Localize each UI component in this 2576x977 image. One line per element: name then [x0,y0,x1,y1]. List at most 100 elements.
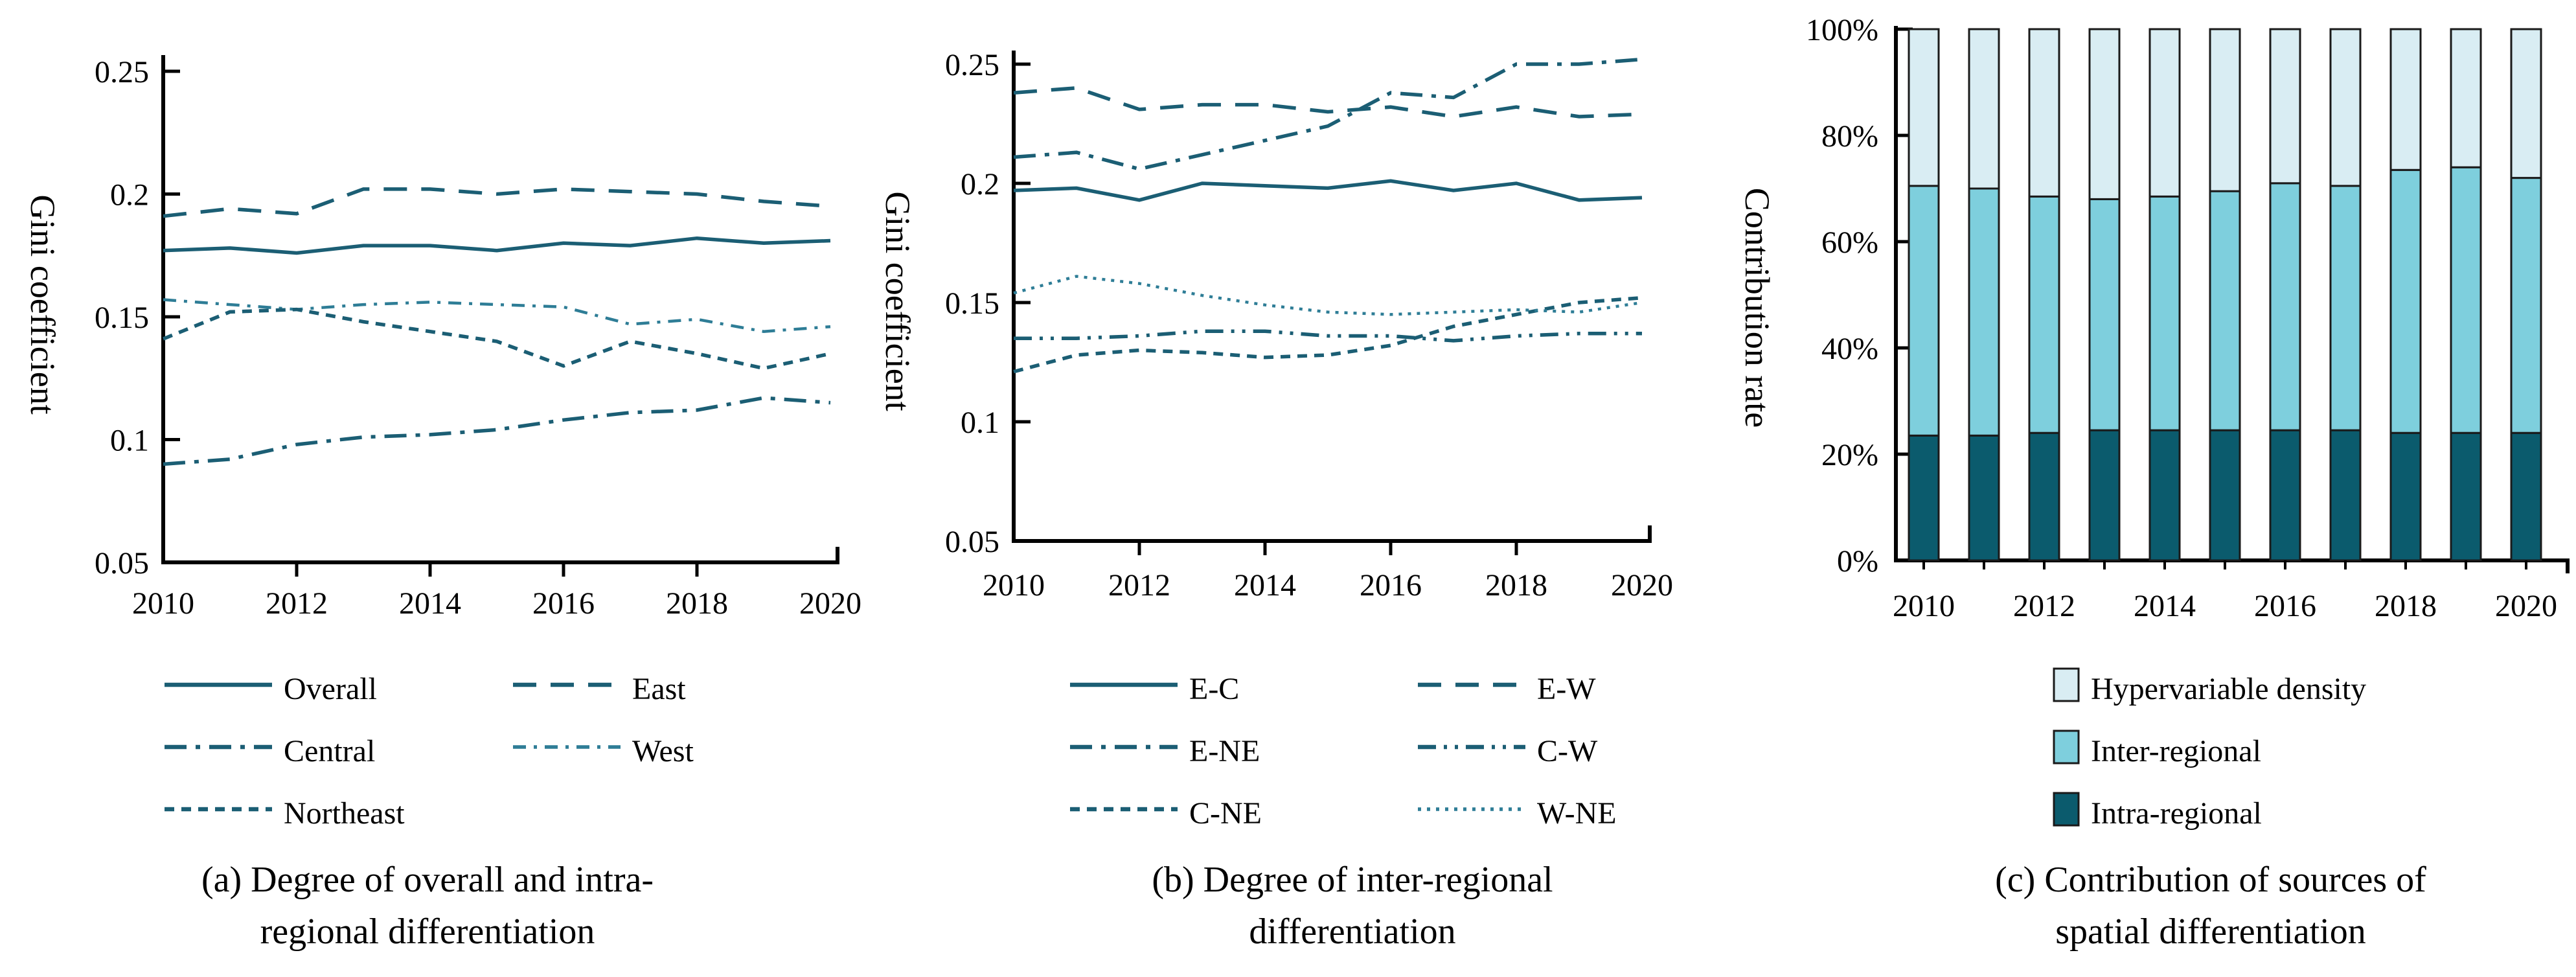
y-tick-label: 0.15 [95,301,149,335]
legend-item-central: Central [163,733,375,769]
x-tick-label: 2012 [1108,568,1170,603]
bar-2010-Hypervariable density [1908,28,1940,187]
caption-a-line2: regional differentiation [260,912,595,952]
west-line-swatch-icon [512,729,622,773]
series-line-Northeast [162,307,831,371]
x-tick-label: 2020 [1611,568,1673,603]
series-line-E-W [1013,86,1643,119]
bar-2011-Inter-regional [1968,187,2000,437]
w-ne-line-swatch-icon [1417,791,1527,835]
y-tick-label: 0.1 [110,424,149,458]
legend-label: W-NE [1537,796,1617,831]
chart-a-y-axis-title: Gini coefficient [23,194,62,414]
series-line-C-W [1014,329,1642,343]
series-line-West [163,298,831,333]
e-ne-line-swatch-icon [1069,729,1179,773]
inter-regional-swatch-icon [2052,729,2080,773]
x-tick-label: 2016 [2254,589,2316,623]
y-tick-label: 0.2 [961,167,999,201]
legend-item-intra-regional: Intra-regional [2052,792,2262,831]
bar-2020-Hypervariable density [2510,28,2542,179]
bar-2013-Intra-regional [2088,429,2121,562]
bar-2019-Inter-regional [2450,166,2482,434]
legend-item-hypervariable-density: Hypervariable density [2052,667,2367,707]
legend-item-overall: Overall [163,671,377,707]
y-tick-label: 0.05 [945,525,999,559]
legend-label: C-NE [1189,796,1262,831]
bar-2012-Inter-regional [2028,195,2060,434]
legend-label: East [632,671,686,706]
bar-2010-Intra-regional [1908,434,1940,562]
central-line-swatch-icon [163,729,273,773]
x-tick-label: 2016 [532,586,595,621]
east-line-swatch-icon [512,667,622,711]
c-w-line-swatch-icon [1417,729,1527,773]
bar-2016-Hypervariable density [2269,28,2301,185]
legend-label: E-C [1189,671,1240,706]
bar-2017-Intra-regional [2329,429,2362,562]
caption-a-line1: (a) Degree of overall and intra- [201,860,654,900]
series-line-Central [163,396,831,466]
bar-2013-Inter-regional [2088,198,2121,431]
chart-b-plot: 0.25 0.2 0.15 0.1 0.05 2010 2012 2014 2016 2018 20… [945,48,1673,603]
overall-line-swatch-icon [163,667,273,711]
legend-item-c-ne: C-NE [1069,795,1262,831]
y-tick-label: 0.05 [95,546,149,580]
x-tick-label: 2012 [2013,589,2075,623]
x-tick-label: 2010 [132,586,194,621]
northeast-line-swatch-icon [163,791,273,835]
legend-label: Inter-regional [2091,733,2261,768]
series-line-E-NE [1013,57,1643,171]
caption-b: (b) Degree of inter-regional differentia… [996,854,1709,958]
bar-2018-Hypervariable density [2389,28,2422,171]
hypervariable-density-swatch-icon [2052,667,2080,711]
x-tick-label: 2018 [1485,568,1547,603]
bar-2014-Intra-regional [2149,429,2181,562]
bar-2013-Hypervariable density [2088,28,2121,200]
caption-b-line2: differentiation [1249,912,1456,952]
caption-c: (c) Contribution of sources of spatial d… [1854,854,2567,958]
series-line-E-C [1013,179,1643,202]
y-tick-label: 0.15 [945,286,999,321]
legend-label: E-NE [1189,733,1260,768]
bar-2016-Inter-regional [2269,182,2301,431]
bar-2019-Intra-regional [2450,431,2482,562]
y-tick-label: 100% [1806,13,1878,47]
caption-c-line2: spatial differentiation [2055,912,2366,952]
bar-2014-Hypervariable density [2149,28,2181,198]
x-tick-label: 2020 [799,586,861,621]
x-tick-label: 2014 [1234,568,1296,603]
caption-a: (a) Degree of overall and intra- regiona… [71,854,784,958]
legend-item-northeast: Northeast [163,795,405,831]
x-tick-label: 2010 [983,568,1045,603]
caption-b-line1: (b) Degree of inter-regional [1152,860,1553,900]
y-tick-label: 40% [1821,332,1878,366]
bar-2017-Inter-regional [2329,185,2362,431]
bar-2020-Intra-regional [2510,431,2542,562]
chart-b-y-axis-title: Gini coefficient [878,191,917,411]
caption-c-line1: (c) Contribution of sources of [1995,860,2426,900]
legend-label: West [632,733,694,768]
bar-2010-Inter-regional [1908,185,1940,437]
chart-c-plot: 100% 80% 60% 40% 20% 0% 2010 2012 2014 2016 2018 20… [1806,13,2570,623]
bar-2012-Hypervariable density [2028,28,2060,198]
bar-2015-Hypervariable density [2209,28,2241,192]
legend-item-w-ne: W-NE [1417,795,1617,831]
legend-label: E-W [1537,671,1596,706]
bar-2017-Hypervariable density [2329,28,2362,187]
bar-2018-Intra-regional [2389,431,2422,562]
x-tick-label: 2018 [2375,589,2437,623]
y-tick-label: 0.25 [95,55,149,89]
legend-label: Central [284,733,376,768]
bar-2011-Hypervariable density [1968,28,2000,190]
bar-2015-Intra-regional [2209,429,2241,562]
legend-item-west: West [512,733,694,769]
legend-label: Hypervariable density [2091,671,2367,706]
legend-item-east: East [512,671,686,707]
c-ne-line-swatch-icon [1069,791,1179,835]
bar-2019-Hypervariable density [2450,28,2482,168]
series-line-East [163,187,831,218]
bar-2018-Inter-regional [2389,168,2422,434]
